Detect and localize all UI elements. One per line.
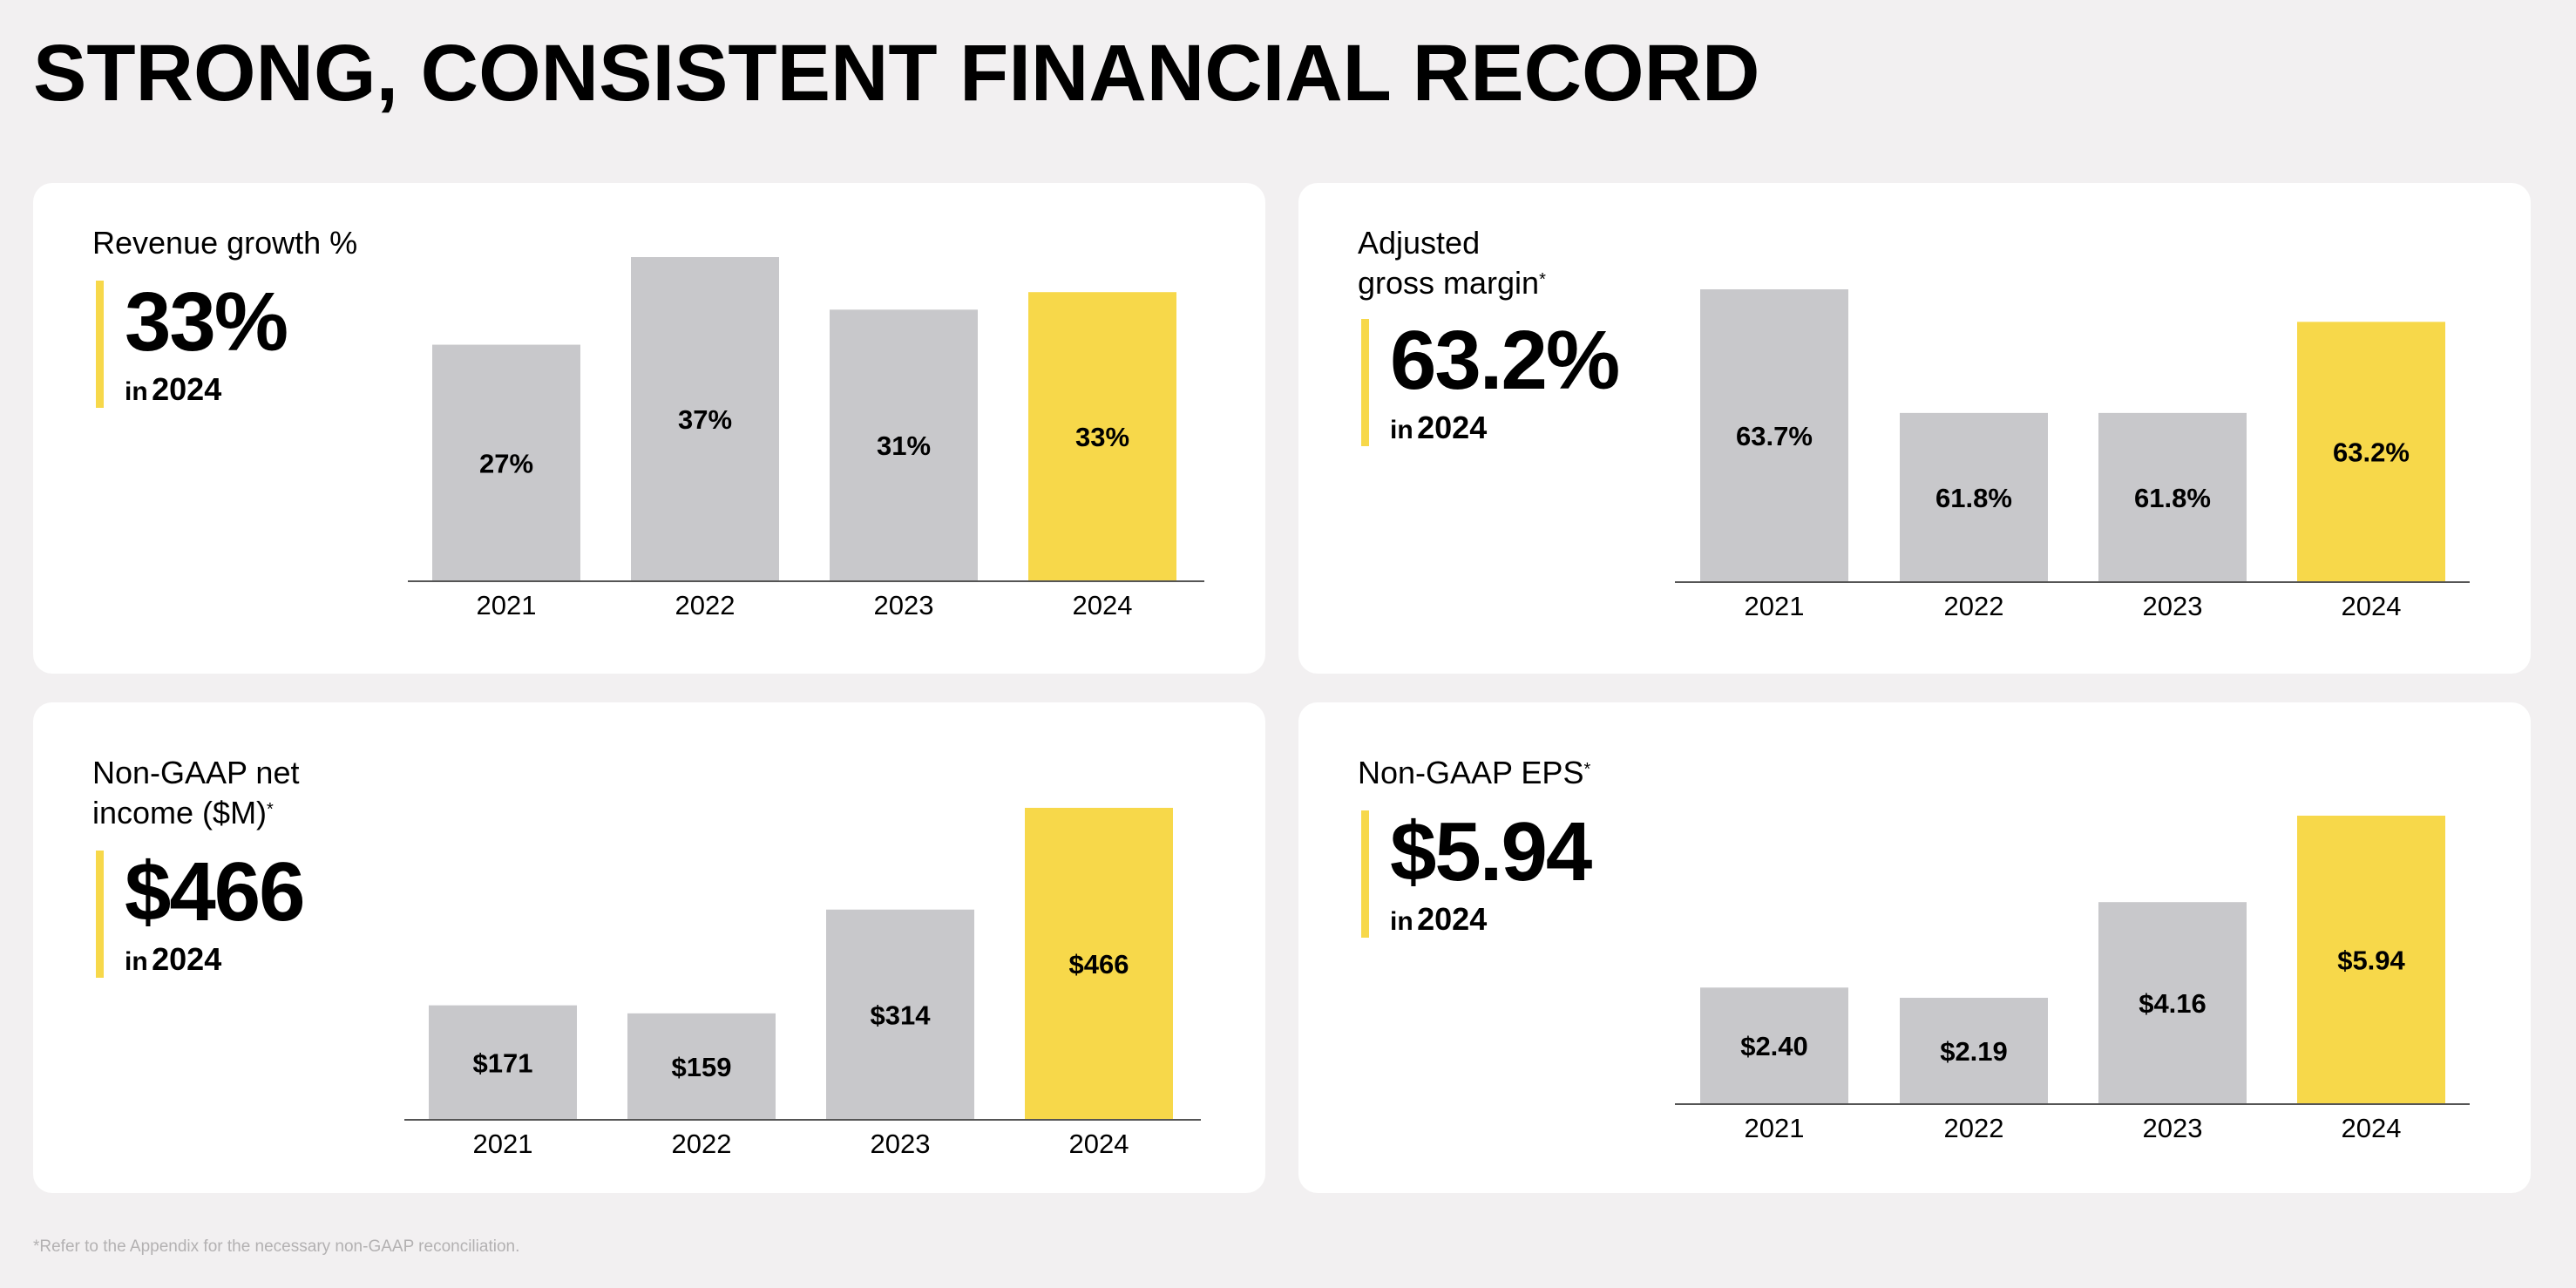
- tick-label: 2021: [1745, 1113, 1805, 1143]
- highlight-metric: $5.94 in 2024: [1361, 805, 1592, 938]
- tick-label: 2024: [1069, 1129, 1129, 1159]
- big-value: 33%: [125, 275, 288, 369]
- bar-2021: [1700, 289, 1848, 582]
- in-label: in: [1390, 907, 1413, 936]
- bar-2023: [2098, 902, 2247, 1104]
- tick-label: 2021: [477, 590, 537, 620]
- tick-label: 2023: [871, 1129, 931, 1159]
- card-title-line: Non-GAAP net: [92, 755, 300, 790]
- highlight-metric: 63.2% in 2024: [1361, 314, 1620, 446]
- tick-label: 2023: [2143, 1113, 2203, 1143]
- data-label: 63.7%: [1736, 421, 1813, 451]
- gross-margin-card: Adjusted gross margin* 63.2% in 2024 63.…: [1298, 183, 2531, 674]
- card-title: Non-GAAP EPS*: [1358, 753, 1590, 793]
- card-title-line: gross margin: [1358, 265, 1540, 301]
- highlight-metric: 33% in 2024: [96, 275, 288, 408]
- card-title: Revenue growth %: [92, 223, 357, 263]
- bar-2023: [830, 309, 978, 581]
- asterisk: *: [267, 800, 274, 819]
- year: 2024: [1417, 901, 1488, 937]
- big-value: $5.94: [1390, 805, 1592, 898]
- year: 2024: [1417, 410, 1488, 445]
- data-label: $159: [672, 1052, 732, 1082]
- card-title-line: Revenue growth %: [92, 225, 358, 261]
- year-label: in 2024: [1390, 901, 1590, 938]
- data-label: $171: [473, 1047, 533, 1078]
- asterisk: *: [1539, 270, 1546, 289]
- net-income-chart: $171 2021 $159 2022 $314 2023 $466 2024: [404, 808, 1201, 1159]
- data-label: 61.8%: [1935, 483, 2012, 513]
- card-title: Non-GAAP net income ($M)*: [92, 753, 299, 833]
- data-label: $4.16: [2139, 988, 2207, 1019]
- year: 2024: [152, 371, 222, 407]
- bar-2022: [631, 257, 779, 581]
- data-label: 37%: [678, 404, 732, 435]
- in-label: in: [1390, 416, 1413, 444]
- in-label: in: [125, 947, 148, 976]
- tick-label: 2024: [2342, 591, 2402, 621]
- card-title-line: income ($M): [92, 795, 268, 830]
- data-label: $2.19: [1940, 1036, 2008, 1067]
- page-title: STRONG, CONSISTENT FINANCIAL RECORD: [33, 29, 1760, 118]
- tick-label: 2022: [1944, 1113, 2004, 1143]
- revenue-growth-card: Revenue growth % 33% in 2024 27% 2021 37% 2…: [33, 183, 1265, 674]
- tick-label: 2023: [874, 590, 934, 620]
- year-label: in 2024: [125, 941, 304, 978]
- big-value: 63.2%: [1390, 314, 1620, 407]
- footnote: *Refer to the Appendix for the necessary…: [33, 1237, 520, 1256]
- eps-chart: $2.40 2021 $2.19 2022 $4.16 2023 $5.94 2024: [1675, 816, 2470, 1143]
- tick-label: 2024: [1073, 590, 1133, 620]
- card-title-line: Non-GAAP EPS: [1358, 755, 1584, 790]
- bar-2024: [1028, 292, 1176, 581]
- gross-margin-chart: 63.7% 2021 61.8% 2022 61.8% 2023 63.2% 2024: [1675, 289, 2470, 621]
- tick-label: 2021: [473, 1129, 533, 1159]
- bar-2024: [1025, 808, 1173, 1120]
- eps-card: Non-GAAP EPS* $5.94 in 2024 $2.40 2021 $2.…: [1298, 702, 2531, 1193]
- bar-2022: [1900, 997, 2048, 1104]
- data-label: $314: [871, 1000, 932, 1030]
- year-label: in 2024: [125, 371, 287, 408]
- bar-2024: [2297, 816, 2445, 1104]
- bar-2021: [429, 1005, 577, 1120]
- big-value: $466: [125, 845, 306, 939]
- tick-label: 2021: [1745, 591, 1805, 621]
- tick-label: 2022: [675, 590, 736, 620]
- data-label: 31%: [877, 430, 931, 461]
- data-label: 33%: [1075, 422, 1129, 452]
- data-label: $466: [1069, 949, 1129, 980]
- bar-2023: [2098, 412, 2247, 582]
- data-label: 63.2%: [2333, 437, 2410, 468]
- bar-2024: [2297, 322, 2445, 582]
- card-title-line: Adjusted: [1358, 225, 1481, 261]
- data-label: 61.8%: [2134, 483, 2211, 513]
- bar-2023: [826, 909, 974, 1120]
- tick-label: 2024: [2342, 1113, 2402, 1143]
- tick-label: 2022: [672, 1129, 732, 1159]
- highlight-metric: $466 in 2024: [96, 845, 306, 978]
- bar-2022: [627, 1013, 776, 1120]
- data-label: $2.40: [1740, 1031, 1808, 1061]
- in-label: in: [125, 377, 148, 406]
- revenue-growth-chart: 27% 2021 37% 2022 31% 2023 33% 2024: [408, 257, 1204, 620]
- data-label: 27%: [479, 448, 533, 478]
- net-income-card: Non-GAAP net income ($M)* $466 in 2024 $…: [33, 702, 1265, 1193]
- data-label: $5.94: [2337, 946, 2405, 976]
- year: 2024: [152, 941, 222, 977]
- year-label: in 2024: [1390, 410, 1618, 446]
- bar-2022: [1900, 412, 2048, 582]
- tick-label: 2023: [2143, 591, 2203, 621]
- card-title: Adjusted gross margin*: [1358, 223, 1546, 303]
- bar-2021: [432, 344, 580, 581]
- bar-2021: [1700, 987, 1848, 1104]
- tick-label: 2022: [1944, 591, 2004, 621]
- asterisk: *: [1583, 760, 1591, 779]
